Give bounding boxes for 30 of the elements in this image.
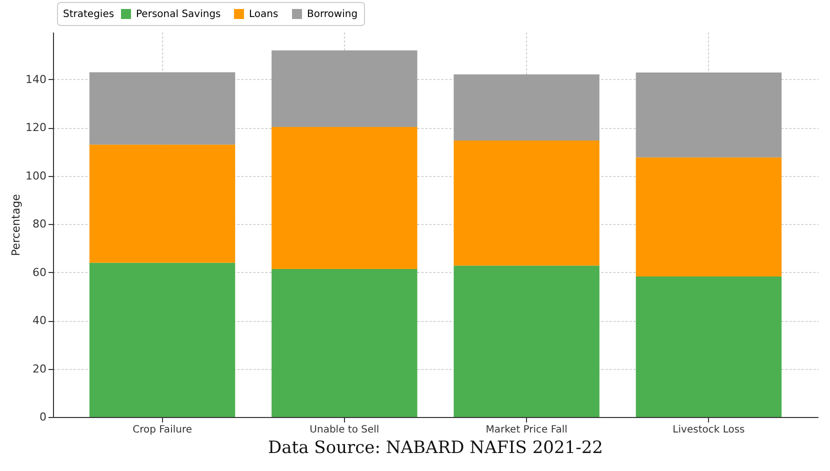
bar: [636, 157, 782, 276]
y-tick-label: 140: [26, 72, 46, 86]
x-tick-label: Crop Failure: [132, 424, 192, 436]
x-tick-label: Market Price Fall: [486, 424, 568, 436]
bar: [89, 144, 236, 263]
legend-title: Strategies: [63, 9, 114, 20]
bar: [454, 266, 600, 417]
legend-label: Personal Savings: [136, 9, 221, 20]
bar: [636, 276, 782, 417]
legend-label: Loans: [249, 9, 278, 20]
y-tick-label: 60: [32, 266, 46, 279]
bar: [89, 262, 236, 417]
bar: [272, 126, 418, 269]
y-tick-label: 40: [32, 314, 46, 328]
bar: [636, 72, 782, 158]
x-tick-label: Livestock Loss: [672, 424, 745, 436]
bar: [454, 74, 600, 140]
bar: [272, 50, 418, 127]
bar: [89, 72, 236, 145]
source-note: Data Source: NABARD NAFIS 2021-22: [268, 438, 603, 458]
bar: [272, 268, 418, 417]
bar: [454, 140, 600, 266]
y-tick-label: 0: [40, 410, 46, 424]
y-axis-title: Percentage: [10, 194, 23, 256]
y-tick-label: 80: [32, 218, 46, 231]
y-tick-label: 100: [26, 169, 46, 182]
y-tick-label: 120: [26, 121, 46, 134]
y-tick-label: 20: [32, 362, 46, 376]
x-tick-label: Unable to Sell: [310, 424, 380, 436]
legend-label: Borrowing: [307, 9, 358, 20]
